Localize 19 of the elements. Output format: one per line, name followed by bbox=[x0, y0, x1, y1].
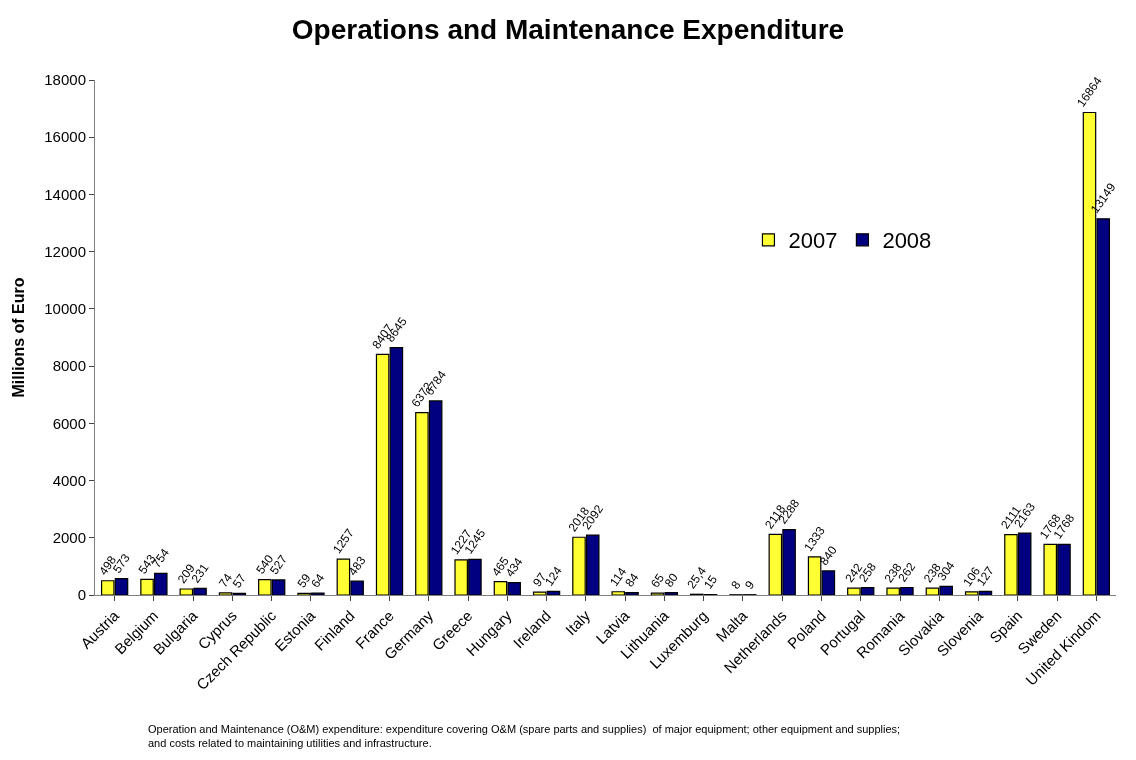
y-tick-label: 4000 bbox=[52, 471, 86, 489]
y-tick-label: 12000 bbox=[44, 242, 86, 260]
y-tick-label: 2000 bbox=[52, 529, 86, 547]
x-tick-label: Italy bbox=[561, 606, 594, 639]
y-tick-label: 14000 bbox=[44, 185, 86, 203]
chart-title: Operations and Maintenance Expenditure bbox=[291, 13, 845, 45]
legend-label: 2007 bbox=[788, 228, 838, 254]
data-label: 9 bbox=[742, 577, 758, 592]
y-axis-title: Millions of Euro bbox=[10, 277, 28, 398]
y-tick-label: 18000 bbox=[44, 71, 86, 89]
y-tick-label: 0 bbox=[77, 586, 86, 604]
y-tick-label: 8000 bbox=[52, 357, 86, 375]
legend-label: 2008 bbox=[882, 228, 932, 254]
data-label: 8 bbox=[728, 578, 744, 592]
y-tick-label: 6000 bbox=[52, 414, 86, 432]
text: Operation and Maintenance (O&M) expenditure: expenditure covering O&M (spare parts and supplies) of major equipment; other equipment and supplies; and costs related to maintaining utilities and infrastructure. bbox=[148, 723, 901, 750]
data-label: 483 bbox=[345, 553, 369, 579]
y-tick-label: 16000 bbox=[44, 128, 86, 146]
y-tick-label: 10000 bbox=[44, 300, 86, 318]
